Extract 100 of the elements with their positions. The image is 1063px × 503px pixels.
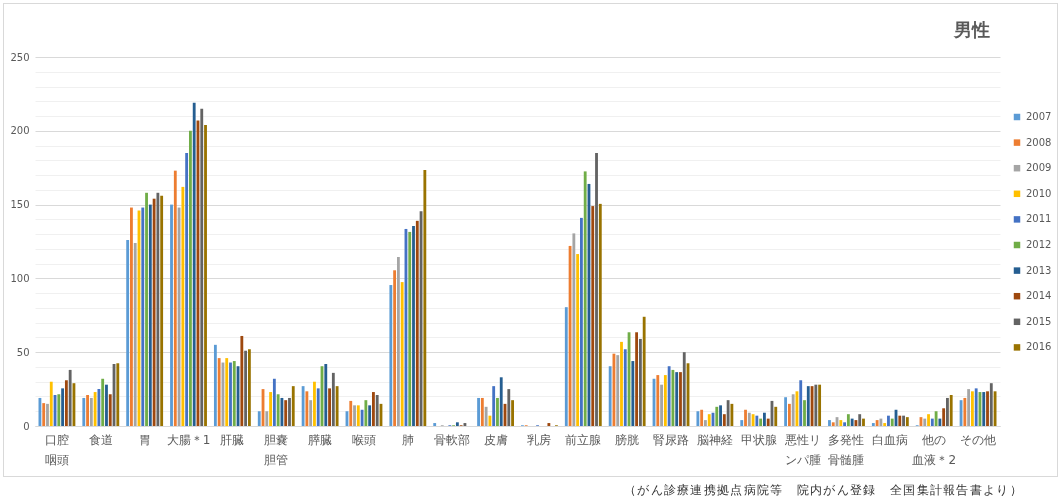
bar — [335, 386, 339, 426]
x-tick-label: 悪性リンパ腫 — [783, 432, 821, 467]
legend-label: 2015 — [1026, 315, 1052, 327]
x-tick-label: 大腸＊1 — [166, 432, 211, 447]
bar — [170, 204, 173, 426]
bar — [828, 420, 831, 426]
bar — [942, 408, 946, 426]
bar — [181, 186, 185, 426]
bar — [511, 400, 514, 426]
y-tick-label: 0 — [23, 420, 30, 432]
bar — [583, 171, 587, 426]
bar — [898, 415, 902, 426]
bar — [883, 423, 887, 426]
bar — [284, 400, 288, 426]
legend-label: 2010 — [1026, 187, 1052, 199]
bar — [145, 192, 148, 426]
bar — [353, 405, 356, 426]
x-tick-label: 多発性骨髄腫 — [828, 432, 865, 467]
bar — [496, 397, 499, 426]
bar — [791, 394, 795, 426]
bar — [799, 380, 803, 426]
y-tick-label: 250 — [10, 51, 30, 63]
bar — [57, 394, 61, 426]
bar — [923, 418, 927, 426]
bar — [276, 394, 280, 426]
bar — [616, 355, 620, 426]
bar — [126, 240, 130, 426]
bar — [682, 352, 686, 426]
y-tick-label: 200 — [10, 125, 30, 137]
bar — [564, 307, 568, 426]
bar — [726, 400, 730, 426]
bar — [477, 397, 480, 426]
bar — [747, 412, 751, 426]
bar — [213, 344, 217, 426]
bar — [759, 418, 763, 426]
x-tick-label: 膵臓 — [308, 432, 333, 447]
bar — [547, 423, 551, 426]
chart-title: 男性 — [953, 19, 990, 40]
x-tick-label: 脳神経 — [696, 432, 733, 447]
x-tick-label: 前立腺 — [565, 432, 602, 447]
bar — [313, 381, 316, 426]
x-tick-label: 食道 — [88, 432, 113, 447]
bar — [133, 242, 137, 426]
bar — [324, 364, 328, 426]
bar — [265, 411, 269, 426]
bar — [846, 414, 850, 426]
bar — [49, 381, 53, 426]
bar — [309, 400, 313, 426]
bar — [755, 415, 759, 426]
bar — [949, 395, 953, 426]
bar — [108, 394, 112, 426]
bar — [46, 403, 49, 426]
bar — [696, 411, 700, 426]
bar — [492, 386, 496, 426]
bar — [89, 397, 93, 426]
bar — [719, 405, 722, 426]
bar — [400, 282, 404, 426]
bar — [839, 420, 843, 426]
bar — [61, 388, 65, 426]
bar — [635, 332, 639, 426]
bar — [875, 420, 879, 426]
bar — [68, 369, 72, 426]
bar — [301, 386, 305, 426]
bar — [671, 369, 675, 426]
bar — [499, 377, 503, 426]
legend-label: 2013 — [1026, 264, 1052, 276]
bar — [225, 358, 229, 426]
bar — [229, 362, 232, 426]
bar — [152, 198, 156, 426]
x-tick-label: 胃 — [138, 432, 151, 447]
bar — [160, 195, 164, 426]
bar — [269, 392, 272, 426]
bar — [679, 372, 682, 426]
bar — [930, 418, 934, 426]
bar — [843, 422, 846, 426]
bar — [730, 403, 734, 426]
bar — [232, 361, 236, 426]
bar — [579, 217, 583, 426]
bar — [156, 192, 160, 426]
bar — [744, 409, 747, 426]
bar — [484, 406, 488, 426]
bar — [831, 422, 835, 426]
x-tick-label: 骨軟部 — [433, 432, 470, 447]
bar — [660, 384, 663, 426]
bar — [148, 204, 152, 426]
bar — [890, 418, 894, 426]
bar — [967, 389, 971, 426]
bar — [291, 386, 295, 426]
bar — [360, 409, 364, 426]
bar — [700, 409, 704, 426]
text: （がん診療連携拠点病院等 院内がん登録 全国集計報告書より） — [624, 483, 1023, 498]
bar — [806, 386, 810, 426]
legend-label: 2011 — [1026, 213, 1052, 225]
x-tick-label: 肺 — [401, 432, 414, 447]
bar — [902, 415, 905, 426]
bar — [408, 231, 412, 426]
bar — [192, 102, 196, 426]
bar — [572, 233, 576, 426]
bar — [707, 414, 711, 426]
x-tick-label: 甲状腺 — [740, 432, 777, 447]
